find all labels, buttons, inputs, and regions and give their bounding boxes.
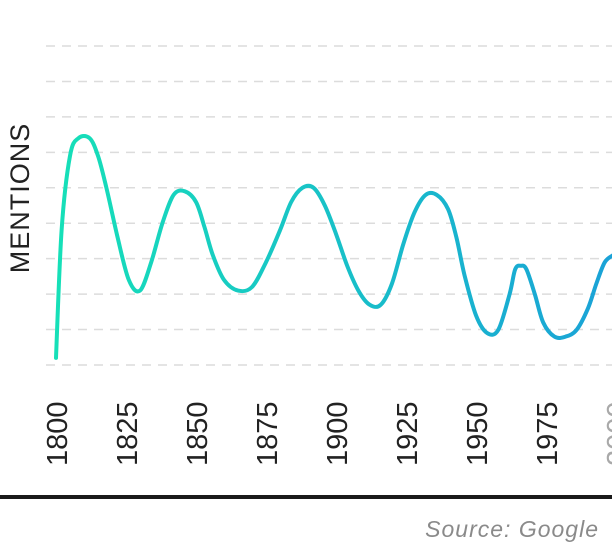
x-tick-label: 1850 [182,401,214,466]
plot-area [54,133,612,360]
gridlines [46,45,612,366]
series-line [54,133,612,360]
x-tick-label: 1900 [322,401,354,466]
source-note: Source: Google [425,516,599,542]
x-tick-label: 2000 [602,401,612,466]
x-axis-ticks: 1800 1825 1850 1875 1900 1925 1950 1975 2000 [42,401,612,466]
x-tick-label: 1875 [252,401,284,466]
x-tick-label: 1925 [392,401,424,466]
baseline-rule [0,495,612,499]
x-tick-label: 1825 [112,401,144,466]
x-tick-label: 1950 [462,401,494,466]
y-axis-label: MENTIONS [5,123,35,274]
x-tick-label: 1800 [42,401,74,466]
x-tick-label: 1975 [532,401,564,466]
